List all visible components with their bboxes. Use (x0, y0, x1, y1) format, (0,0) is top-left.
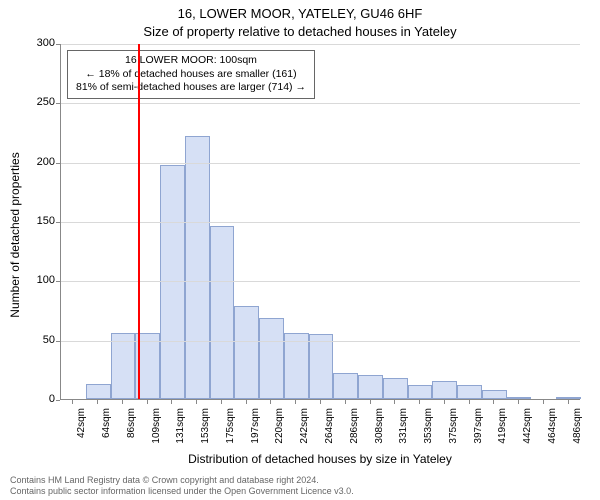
x-tick-mark (97, 400, 98, 404)
x-tick-label: 442sqm (522, 408, 533, 458)
y-tick-label: 100 (25, 274, 55, 286)
x-tick-label: 64sqm (101, 408, 112, 458)
y-tick-mark (56, 103, 60, 104)
histogram-bar (432, 381, 457, 399)
x-tick-label: 175sqm (225, 408, 236, 458)
histogram-bar (358, 375, 383, 399)
x-tick-label: 131sqm (175, 408, 186, 458)
footer: Contains HM Land Registry data © Crown c… (10, 475, 354, 496)
x-tick-label: 308sqm (374, 408, 385, 458)
y-tick-label: 150 (25, 215, 55, 227)
y-tick-mark (56, 281, 60, 282)
x-tick-mark (270, 400, 271, 404)
x-tick-mark (568, 400, 569, 404)
x-tick-label: 220sqm (274, 408, 285, 458)
x-tick-mark (196, 400, 197, 404)
x-tick-mark (493, 400, 494, 404)
y-tick-mark (56, 163, 60, 164)
y-axis-label: Number of detached properties (8, 85, 22, 385)
marker-line (138, 44, 140, 399)
x-tick-label: 397sqm (473, 408, 484, 458)
histogram-bar (482, 390, 507, 399)
footer-line2: Contains public sector information licen… (10, 486, 354, 496)
x-tick-mark (147, 400, 148, 404)
histogram-bar (210, 226, 235, 399)
footer-line1: Contains HM Land Registry data © Crown c… (10, 475, 354, 485)
x-tick-mark (122, 400, 123, 404)
y-tick-label: 50 (25, 334, 55, 346)
x-tick-mark (469, 400, 470, 404)
chart-page: 16, LOWER MOOR, YATELEY, GU46 6HF Size o… (0, 0, 600, 500)
title-sub: Size of property relative to detached ho… (0, 24, 600, 39)
title-main: 16, LOWER MOOR, YATELEY, GU46 6HF (0, 6, 600, 21)
y-tick-label: 250 (25, 96, 55, 108)
x-tick-label: 86sqm (126, 408, 137, 458)
x-tick-mark (370, 400, 371, 404)
x-tick-label: 375sqm (448, 408, 459, 458)
histogram-bar (185, 136, 210, 399)
histogram-bar (333, 373, 358, 399)
histogram-bar (383, 378, 408, 399)
plot-area: 16 LOWER MOOR: 100sqm ← 18% of detached … (60, 44, 580, 400)
x-tick-label: 353sqm (423, 408, 434, 458)
x-tick-label: 42sqm (76, 408, 87, 458)
histogram-bar (234, 306, 259, 399)
histogram-bar (111, 333, 136, 399)
annotation-line3: 81% of semi-detached houses are larger (… (76, 81, 306, 95)
y-tick-mark (56, 44, 60, 45)
histogram-bar (507, 397, 532, 399)
x-tick-label: 331sqm (398, 408, 409, 458)
histogram-bar (408, 385, 433, 399)
x-tick-mark (394, 400, 395, 404)
y-tick-label: 0 (25, 393, 55, 405)
x-tick-mark (320, 400, 321, 404)
histogram-bar (457, 385, 482, 399)
x-tick-mark (295, 400, 296, 404)
y-tick-mark (56, 341, 60, 342)
x-tick-mark (221, 400, 222, 404)
y-tick-label: 200 (25, 156, 55, 168)
x-tick-mark (444, 400, 445, 404)
annotation-line1: 16 LOWER MOOR: 100sqm (76, 54, 306, 68)
x-tick-mark (543, 400, 544, 404)
histogram-bar (309, 334, 334, 399)
y-tick-mark (56, 400, 60, 401)
x-tick-mark (419, 400, 420, 404)
x-tick-mark (246, 400, 247, 404)
histogram-bar (259, 318, 284, 399)
annotation-line2: ← 18% of detached houses are smaller (16… (76, 68, 306, 82)
x-tick-mark (171, 400, 172, 404)
x-tick-label: 153sqm (200, 408, 211, 458)
y-tick-label: 300 (25, 37, 55, 49)
histogram-bar (556, 397, 581, 399)
x-tick-label: 486sqm (572, 408, 583, 458)
x-tick-label: 242sqm (299, 408, 310, 458)
x-tick-mark (72, 400, 73, 404)
x-tick-label: 286sqm (349, 408, 360, 458)
histogram-bar (86, 384, 111, 399)
x-tick-mark (518, 400, 519, 404)
x-tick-mark (345, 400, 346, 404)
annotation-box: 16 LOWER MOOR: 100sqm ← 18% of detached … (67, 50, 315, 99)
x-tick-label: 464sqm (547, 408, 558, 458)
x-tick-label: 419sqm (497, 408, 508, 458)
x-tick-label: 264sqm (324, 408, 335, 458)
x-tick-label: 109sqm (151, 408, 162, 458)
x-tick-label: 197sqm (250, 408, 261, 458)
y-tick-mark (56, 222, 60, 223)
histogram-bar (284, 333, 309, 399)
